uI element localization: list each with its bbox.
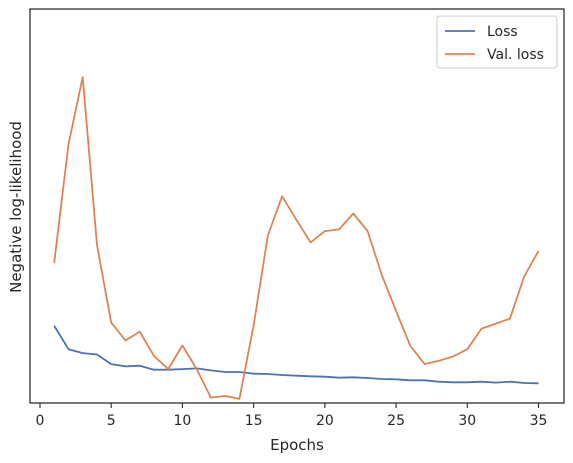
legend-box xyxy=(436,15,558,69)
x-tick-label-10: 10 xyxy=(174,413,192,429)
legend-label-val-loss: Val. loss xyxy=(487,47,544,63)
x-tick-label-25: 25 xyxy=(387,413,405,429)
x-tick-label-35: 35 xyxy=(530,413,548,429)
x-tick-label-20: 20 xyxy=(316,413,334,429)
series-line-val-loss xyxy=(53,76,540,400)
y-axis-label: Negative log-likelihood xyxy=(7,121,25,293)
x-tick-label-5: 5 xyxy=(107,413,116,429)
x-axis-label: Epochs xyxy=(270,436,324,454)
legend: Loss Val. loss xyxy=(436,15,558,69)
series-line-loss xyxy=(53,325,539,385)
x-tick-label-15: 15 xyxy=(245,413,263,429)
x-tick-label-0: 0 xyxy=(36,413,45,429)
legend-label-loss: Loss xyxy=(487,24,518,40)
plot-frame xyxy=(29,8,565,404)
x-tick-label-30: 30 xyxy=(458,413,476,429)
